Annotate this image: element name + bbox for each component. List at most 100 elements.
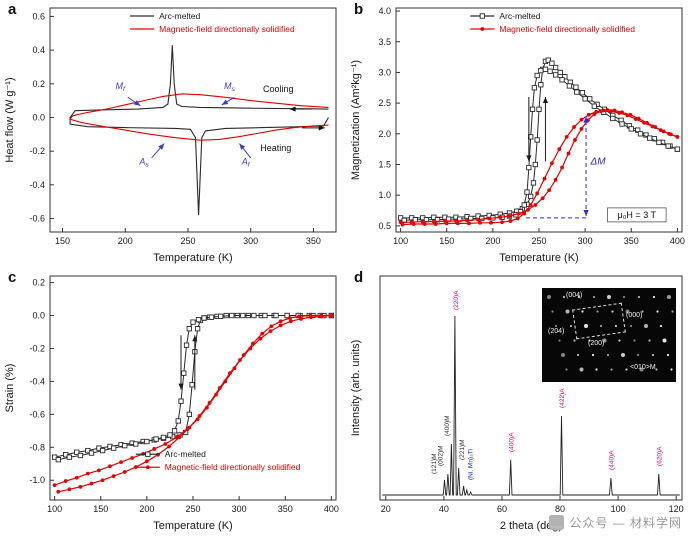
- panel-d: d 20 40 60 80 100 120 2 theta (deg) Intensity (…: [346, 268, 692, 536]
- svg-text:3.0: 3.0: [378, 67, 391, 77]
- svg-text:(440)A: (440)A: [608, 450, 615, 470]
- svg-text:-0.2: -0.2: [29, 343, 45, 353]
- svg-text:Arc-melted: Arc-melted: [159, 11, 200, 21]
- svg-text:Temperature (K): Temperature (K): [499, 252, 578, 264]
- svg-text:Magnetic-field directionally s: Magnetic-field directionally solidified: [165, 462, 301, 472]
- svg-text:-0.4: -0.4: [29, 180, 45, 190]
- svg-text:350: 350: [624, 236, 639, 246]
- svg-text:(221)M: (221)M: [459, 439, 466, 460]
- xrd-chart: 20 40 60 80 100 120 2 theta (deg) Intensity (ar…: [350, 275, 684, 532]
- panel-d-label: d: [354, 269, 364, 286]
- svg-text:1.0: 1.0: [378, 190, 391, 200]
- svg-text:0.2: 0.2: [32, 278, 45, 288]
- svg-text:Mf: Mf: [116, 81, 127, 93]
- svg-text:(620)A: (620)A: [656, 446, 663, 466]
- svg-text:3.5: 3.5: [378, 37, 391, 47]
- svg-text:120: 120: [669, 504, 684, 514]
- svg-text:350: 350: [306, 236, 321, 246]
- svg-text:2.0: 2.0: [378, 129, 391, 139]
- svg-text:Ms: Ms: [224, 81, 236, 93]
- wechat-icon: [549, 515, 565, 530]
- svg-text:2 theta (deg): 2 theta (deg): [500, 520, 562, 532]
- svg-text:Temperature (K): Temperature (K): [153, 520, 232, 532]
- svg-text:80: 80: [555, 504, 565, 514]
- svg-text:200: 200: [139, 504, 154, 514]
- panel-c-label: c: [8, 269, 17, 286]
- svg-text:(220)A: (220)A: [453, 290, 460, 310]
- svg-text:40: 40: [439, 504, 449, 514]
- svg-text:(400)M: (400)M: [444, 415, 451, 436]
- svg-text:(422)A: (422)A: [559, 388, 566, 408]
- svg-text:Heating: Heating: [260, 143, 291, 153]
- svg-text:As: As: [138, 157, 149, 169]
- svg-text:-0.4: -0.4: [29, 376, 45, 386]
- svg-text:(002)M: (002)M: [437, 445, 444, 466]
- svg-text:Arc-melted: Arc-melted: [499, 11, 540, 21]
- svg-text:250: 250: [531, 236, 546, 246]
- watermark-text: 公众号 — 材料学网: [569, 516, 682, 530]
- inset-label: (204): [548, 328, 565, 335]
- svg-text:0.2: 0.2: [32, 79, 45, 89]
- svg-text:Magnetic-field directionally s: Magnetic-field directionally solidified: [159, 24, 295, 34]
- inset-label: <010>M: [630, 364, 656, 371]
- svg-text:150: 150: [93, 504, 108, 514]
- svg-text:100: 100: [611, 504, 626, 514]
- svg-text:300: 300: [578, 236, 593, 246]
- magnetization-chart: 100 150 200 250 300 350 400 0.5 1.0 1.5 2.0 2.5 3.0 3…: [350, 6, 685, 264]
- svg-text:μ₀H = 3 T: μ₀H = 3 T: [618, 210, 657, 220]
- strain-chart: 100 150 200 250 300 350 400 0.2 0.0 -0.2 -0.4 -0.6 -…: [4, 275, 339, 532]
- svg-text:Arc-melted: Arc-melted: [165, 449, 206, 459]
- svg-text:-0.2: -0.2: [29, 146, 45, 156]
- svg-text:400: 400: [324, 504, 339, 514]
- svg-text:1.5: 1.5: [378, 159, 391, 169]
- svg-text:Intensity (arb. units): Intensity (arb. units): [350, 340, 362, 437]
- svg-text:Cooling: Cooling: [263, 84, 294, 94]
- svg-text:Magnetization (Am²kg⁻¹): Magnetization (Am²kg⁻¹): [350, 60, 362, 180]
- svg-text:Temperature (K): Temperature (K): [153, 252, 232, 264]
- svg-text:-1.0: -1.0: [29, 475, 45, 485]
- panel-b: b 100 150 200 250 300 350 400 0.5 1.0 1.5 2.0 2.5 3.…: [346, 0, 692, 268]
- svg-text:200: 200: [485, 236, 500, 246]
- inset-label: (004): [566, 292, 583, 299]
- panel-a-label: a: [8, 1, 17, 18]
- panel-b-label: b: [354, 1, 364, 18]
- svg-text:(400)A: (400)A: [508, 432, 515, 452]
- svg-text:250: 250: [185, 504, 200, 514]
- svg-text:100: 100: [47, 504, 62, 514]
- svg-text:ΔM: ΔM: [590, 156, 607, 167]
- svg-text:400: 400: [670, 236, 685, 246]
- inset-label: (200): [588, 340, 605, 347]
- svg-text:Af: Af: [241, 157, 251, 169]
- panel-a: a 150 200 250 300 350 -0.6 -0.4 -0.2 0.0 0.2 0.4 0.…: [0, 0, 346, 268]
- svg-text:-0.6: -0.6: [29, 409, 45, 419]
- chart-group-c: 100 150 200 250 300 350 400 0.2 0.0 -0.2 -0.4 -0.6 -…: [4, 275, 339, 532]
- chart-group-a: 150 200 250 300 350 -0.6 -0.4 -0.2 0.0 0.2 0.4 0.6 T…: [4, 7, 337, 264]
- svg-text:(121)M: (121)M: [431, 453, 438, 474]
- svg-text:350: 350: [278, 504, 293, 514]
- svg-text:-0.6: -0.6: [29, 214, 45, 224]
- svg-text:0.6: 0.6: [32, 11, 45, 21]
- tem-inset: (004) (000) (204) (200) <010>M: [542, 288, 676, 382]
- svg-text:20: 20: [381, 504, 391, 514]
- svg-text:100: 100: [393, 236, 408, 246]
- svg-text:-0.8: -0.8: [29, 442, 45, 452]
- dsc-chart: 150 200 250 300 350 -0.6 -0.4 -0.2 0.0 0.2 0.4 0.6 T…: [4, 7, 337, 264]
- chart-group-b: 100 150 200 250 300 350 400 0.5 1.0 1.5 2.0 2.5 3.0 3…: [350, 6, 685, 264]
- svg-text:2.5: 2.5: [378, 98, 391, 108]
- svg-text:300: 300: [243, 236, 258, 246]
- svg-text:200: 200: [118, 236, 133, 246]
- inset-label: (000): [626, 312, 643, 319]
- svg-text:0.4: 0.4: [32, 45, 45, 55]
- svg-text:0.0: 0.0: [32, 112, 45, 122]
- diffraction-pattern-image: [542, 288, 676, 382]
- svg-text:Magnetic-field directionally s: Magnetic-field directionally solidified: [499, 24, 635, 34]
- svg-text:Strain (%): Strain (%): [4, 364, 16, 413]
- svg-text:60: 60: [497, 504, 507, 514]
- chart-group-d: 20 40 60 80 100 120 2 theta (deg) Intensity (ar…: [350, 275, 684, 532]
- svg-text:4.0: 4.0: [378, 6, 391, 16]
- svg-text:150: 150: [55, 236, 70, 246]
- svg-text:150: 150: [439, 236, 454, 246]
- svg-text:0.5: 0.5: [378, 221, 391, 231]
- svg-text:(Ni, Mn)₃Ti: (Ni, Mn)₃Ti: [467, 449, 474, 480]
